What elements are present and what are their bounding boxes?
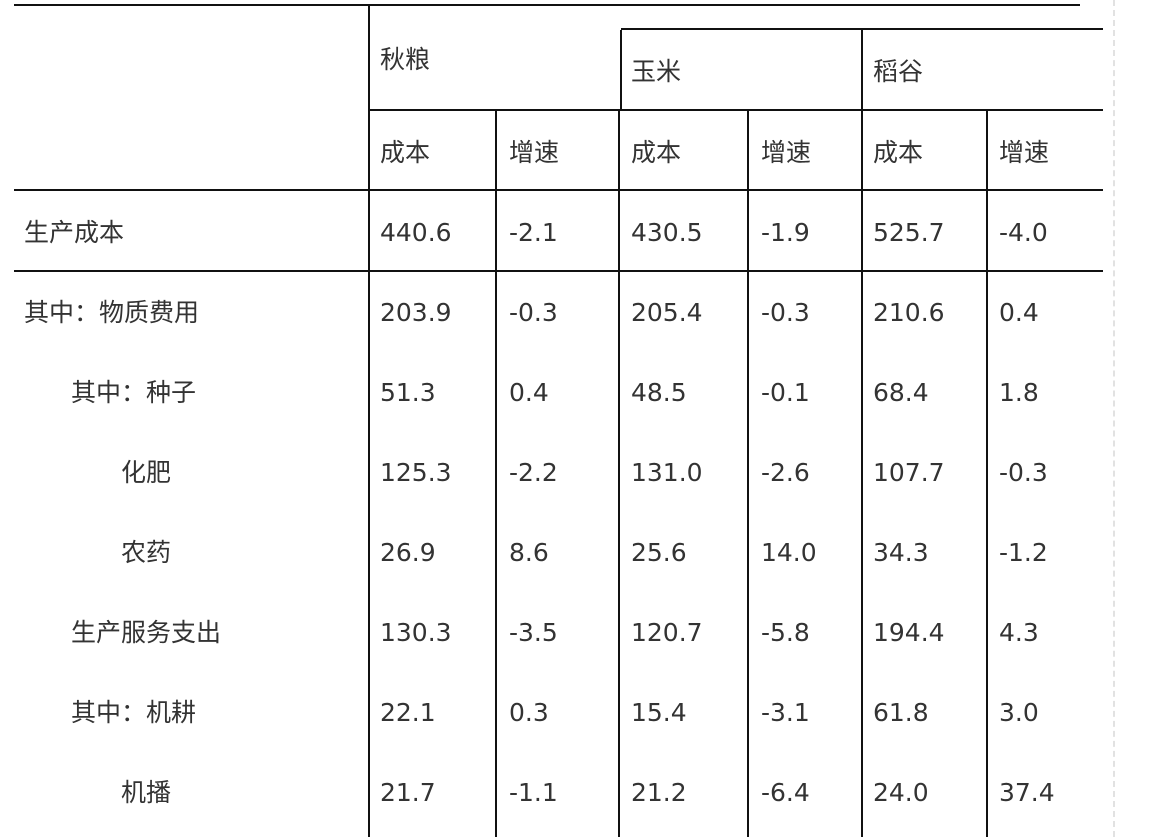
row-label: 生产服务支出 bbox=[71, 618, 222, 647]
rule bbox=[986, 111, 988, 837]
table-cell: 48.5 bbox=[631, 378, 687, 407]
table-cell: 34.3 bbox=[873, 538, 929, 567]
column-header: 成本 bbox=[631, 138, 682, 167]
column-header: 增速 bbox=[509, 138, 560, 167]
table-cell: -3.1 bbox=[761, 698, 810, 727]
table-cell: -2.6 bbox=[761, 458, 810, 487]
table-cell: 120.7 bbox=[631, 618, 703, 647]
table-cell: -1.1 bbox=[509, 778, 558, 807]
table-cell: 205.4 bbox=[631, 298, 703, 327]
table-cell: 22.1 bbox=[380, 698, 436, 727]
row-label: 其中：机耕 bbox=[71, 698, 197, 727]
table-cell: 4.3 bbox=[999, 618, 1039, 647]
column-header: 增速 bbox=[999, 138, 1050, 167]
rule bbox=[618, 111, 620, 837]
table-cell: 440.6 bbox=[380, 218, 452, 247]
table-cell: 0.4 bbox=[999, 298, 1039, 327]
table-cell: 8.6 bbox=[509, 538, 549, 567]
row-label: 生产成本 bbox=[24, 218, 125, 247]
group-header: 稻谷 bbox=[873, 57, 924, 86]
table-cell: -6.4 bbox=[761, 778, 810, 807]
table-cell: -1.2 bbox=[999, 538, 1048, 567]
rule bbox=[14, 270, 1103, 272]
table-cell: 131.0 bbox=[631, 458, 703, 487]
rule bbox=[620, 30, 622, 110]
table-cell: 37.4 bbox=[999, 778, 1055, 807]
table-cell: 0.4 bbox=[509, 378, 549, 407]
table-cell: 1.8 bbox=[999, 378, 1039, 407]
rule bbox=[495, 111, 497, 837]
table-cell: 21.2 bbox=[631, 778, 687, 807]
row-label: 其中：物质费用 bbox=[24, 298, 200, 327]
rule bbox=[368, 6, 370, 837]
table-cell: 525.7 bbox=[873, 218, 945, 247]
column-header: 成本 bbox=[380, 138, 431, 167]
table-cell: -5.8 bbox=[761, 618, 810, 647]
table-cell: 210.6 bbox=[873, 298, 945, 327]
table-cell: 203.9 bbox=[380, 298, 452, 327]
table-cell: -2.2 bbox=[509, 458, 558, 487]
table-cell: -0.3 bbox=[761, 298, 810, 327]
table-cell: 68.4 bbox=[873, 378, 929, 407]
table-cell: 51.3 bbox=[380, 378, 436, 407]
table-cell: -3.5 bbox=[509, 618, 558, 647]
rule bbox=[861, 30, 863, 110]
table-cell: -1.9 bbox=[761, 218, 810, 247]
column-header: 增速 bbox=[761, 138, 812, 167]
rule bbox=[861, 111, 863, 837]
rule bbox=[14, 189, 1103, 191]
table-cell: 21.7 bbox=[380, 778, 436, 807]
row-label: 农药 bbox=[121, 538, 172, 567]
table-cell: -0.3 bbox=[999, 458, 1048, 487]
table-cell: 430.5 bbox=[631, 218, 703, 247]
group-header: 玉米 bbox=[631, 57, 682, 86]
table-cell: 194.4 bbox=[873, 618, 945, 647]
table-cell: -4.0 bbox=[999, 218, 1048, 247]
table-cell: 14.0 bbox=[761, 538, 817, 567]
rule bbox=[369, 109, 1103, 111]
table-cell: 24.0 bbox=[873, 778, 929, 807]
column-header: 成本 bbox=[873, 138, 924, 167]
table-cell: 130.3 bbox=[380, 618, 452, 647]
table-cell: 25.6 bbox=[631, 538, 687, 567]
table-cell: -2.1 bbox=[509, 218, 558, 247]
table-cell: 61.8 bbox=[873, 698, 929, 727]
table-cell: -0.3 bbox=[509, 298, 558, 327]
table-cell: 26.9 bbox=[380, 538, 436, 567]
table-cell: 107.7 bbox=[873, 458, 945, 487]
table-cell: 125.3 bbox=[380, 458, 452, 487]
row-label: 其中：种子 bbox=[71, 378, 197, 407]
table-cell: 0.3 bbox=[509, 698, 549, 727]
row-label: 机播 bbox=[121, 778, 172, 807]
rule bbox=[621, 28, 1103, 30]
page-edge bbox=[1113, 0, 1115, 837]
row-label: 化肥 bbox=[121, 458, 172, 487]
group-header: 秋粮 bbox=[380, 45, 431, 74]
table-cell: -0.1 bbox=[761, 378, 810, 407]
rule bbox=[14, 4, 1080, 6]
table-cell: 3.0 bbox=[999, 698, 1039, 727]
table-cell: 15.4 bbox=[631, 698, 687, 727]
rule bbox=[747, 111, 749, 837]
